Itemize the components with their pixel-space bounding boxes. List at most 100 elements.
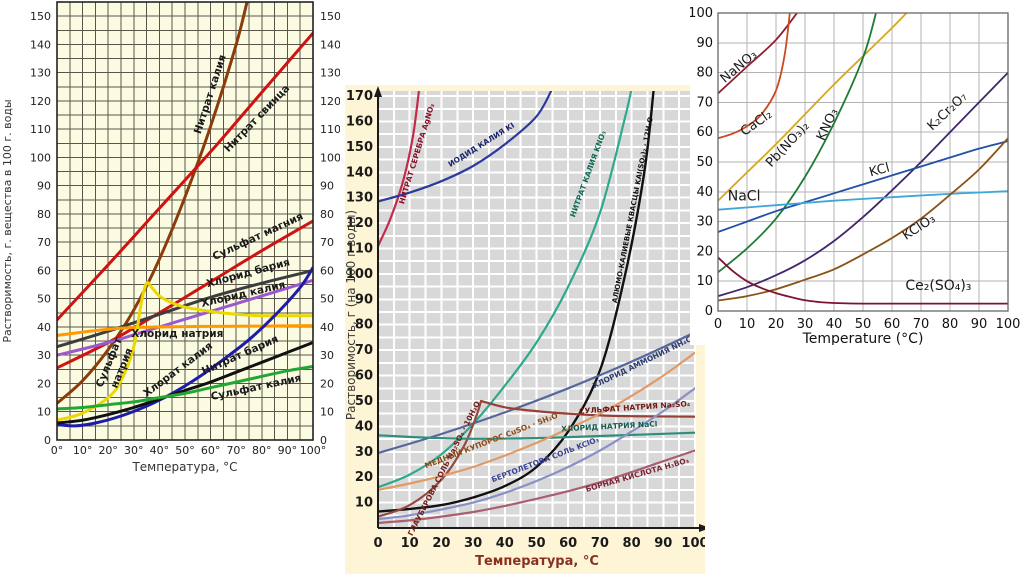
- svg-text:Растворимость, г (на 100 г вод: Растворимость, г (на 100 г воды): [345, 210, 358, 420]
- svg-text:60: 60: [320, 264, 334, 277]
- svg-text:70: 70: [355, 343, 373, 358]
- svg-text:30: 30: [37, 349, 51, 362]
- solubility-chart-ru-left: 0° 10° 20° 30° 40° 50° 60° 70° 80° 90° 100° 0 0 10 10 2…: [0, 0, 340, 480]
- svg-text:90: 90: [696, 36, 713, 51]
- svg-text:0°: 0°: [51, 444, 64, 457]
- svg-text:130: 130: [346, 191, 373, 206]
- svg-text:110: 110: [320, 123, 340, 136]
- svg-text:60: 60: [696, 125, 713, 140]
- svg-text:80: 80: [942, 317, 959, 332]
- svg-text:30: 30: [320, 349, 334, 362]
- svg-text:Ce₂(SO₄)₃: Ce₂(SO₄)₃: [905, 278, 971, 294]
- svg-text:80°: 80°: [252, 444, 272, 457]
- svg-text:90: 90: [37, 180, 51, 193]
- svg-text:160: 160: [346, 114, 373, 129]
- svg-text:30: 30: [797, 317, 814, 332]
- svg-text:40: 40: [37, 321, 51, 334]
- svg-text:90: 90: [355, 292, 373, 307]
- svg-text:20: 20: [768, 317, 785, 332]
- svg-text:Растворимость, г. вещества в 1: Растворимость, г. вещества в 100 г. воды: [1, 99, 14, 342]
- svg-text:10: 10: [401, 536, 419, 551]
- svg-text:50: 50: [37, 293, 51, 306]
- svg-text:Температура, °C: Температура, °C: [131, 460, 237, 474]
- svg-text:40: 40: [826, 317, 843, 332]
- svg-text:150: 150: [320, 10, 340, 23]
- svg-text:100: 100: [346, 267, 373, 282]
- svg-text:50: 50: [355, 394, 373, 409]
- svg-text:0: 0: [705, 304, 713, 319]
- svg-text:KCl: KCl: [868, 161, 892, 181]
- svg-text:100: 100: [690, 6, 713, 21]
- svg-text:90: 90: [654, 536, 672, 551]
- solubility-chart-ru-middle-svg: 0 10 20 30 40 50 60 70 80 90 100 10 20 30 40 50 60 70 80 90…: [345, 85, 705, 574]
- svg-text:0: 0: [373, 536, 382, 551]
- svg-text:100: 100: [681, 536, 705, 551]
- svg-text:60: 60: [355, 369, 373, 384]
- svg-text:10: 10: [320, 406, 334, 419]
- svg-text:90: 90: [320, 180, 334, 193]
- svg-text:NaCl: NaCl: [728, 189, 761, 205]
- svg-text:80: 80: [37, 208, 51, 221]
- svg-text:60°: 60°: [201, 444, 221, 457]
- svg-text:50: 50: [527, 536, 545, 551]
- svg-text:50: 50: [320, 293, 334, 306]
- svg-text:70: 70: [37, 236, 51, 249]
- svg-text:70: 70: [696, 95, 713, 110]
- svg-text:40°: 40°: [150, 444, 170, 457]
- svg-text:120: 120: [30, 95, 51, 108]
- svg-text:150: 150: [346, 140, 373, 155]
- svg-text:0: 0: [714, 317, 722, 332]
- svg-text:150: 150: [30, 10, 51, 23]
- svg-text:10°: 10°: [73, 444, 93, 457]
- svg-text:70°: 70°: [226, 444, 246, 457]
- svg-text:Температура, °C: Температура, °C: [475, 554, 599, 569]
- svg-text:30: 30: [464, 536, 482, 551]
- svg-text:90: 90: [971, 317, 988, 332]
- svg-text:0: 0: [44, 434, 51, 447]
- svg-text:10: 10: [739, 317, 756, 332]
- svg-text:80: 80: [320, 208, 334, 221]
- svg-text:30°: 30°: [124, 444, 144, 457]
- svg-text:80: 80: [623, 536, 641, 551]
- svg-text:100°: 100°: [300, 444, 327, 457]
- solubility-chart-en-right: 0 10 20 30 40 50 60 70 80 90 100 0 10 20 30 40 50 60 70 80 9…: [690, 0, 1024, 345]
- svg-text:60: 60: [884, 317, 901, 332]
- svg-text:0: 0: [320, 434, 327, 447]
- svg-text:40: 40: [355, 419, 373, 434]
- svg-text:30: 30: [355, 445, 373, 460]
- svg-text:140: 140: [320, 38, 340, 51]
- svg-text:140: 140: [346, 165, 373, 180]
- svg-text:40: 40: [696, 185, 713, 200]
- svg-text:70: 70: [320, 236, 334, 249]
- svg-text:120: 120: [320, 95, 340, 108]
- svg-text:170: 170: [346, 89, 373, 104]
- svg-text:140: 140: [30, 38, 51, 51]
- svg-text:110: 110: [346, 242, 373, 257]
- svg-text:70: 70: [913, 317, 930, 332]
- svg-text:50°: 50°: [175, 444, 195, 457]
- solubility-chart-ru-middle: 0 10 20 30 40 50 60 70 80 90 100 10 20 30 40 50 60 70 80 90…: [345, 85, 705, 574]
- svg-text:20: 20: [696, 244, 713, 259]
- solubility-chart-ru-left-svg: 0° 10° 20° 30° 40° 50° 60° 70° 80° 90° 100°0 010 102…: [0, 0, 340, 480]
- svg-text:10: 10: [355, 496, 373, 511]
- svg-text:110: 110: [30, 123, 51, 136]
- svg-text:120: 120: [346, 216, 373, 231]
- svg-text:40: 40: [496, 536, 514, 551]
- svg-text:40: 40: [320, 321, 334, 334]
- svg-text:30: 30: [696, 215, 713, 230]
- svg-text:100: 100: [996, 317, 1021, 332]
- svg-text:100: 100: [320, 151, 340, 164]
- svg-text:50: 50: [855, 317, 872, 332]
- svg-text:20: 20: [355, 470, 373, 485]
- svg-text:20: 20: [320, 377, 334, 390]
- svg-text:130: 130: [30, 67, 51, 80]
- svg-text:20: 20: [37, 377, 51, 390]
- svg-text:80: 80: [355, 318, 373, 333]
- svg-text:60: 60: [37, 264, 51, 277]
- svg-text:20: 20: [432, 536, 450, 551]
- svg-text:70: 70: [591, 536, 609, 551]
- svg-text:Temperature (°C): Temperature (°C): [802, 331, 924, 345]
- svg-text:90°: 90°: [278, 444, 298, 457]
- svg-text:130: 130: [320, 67, 340, 80]
